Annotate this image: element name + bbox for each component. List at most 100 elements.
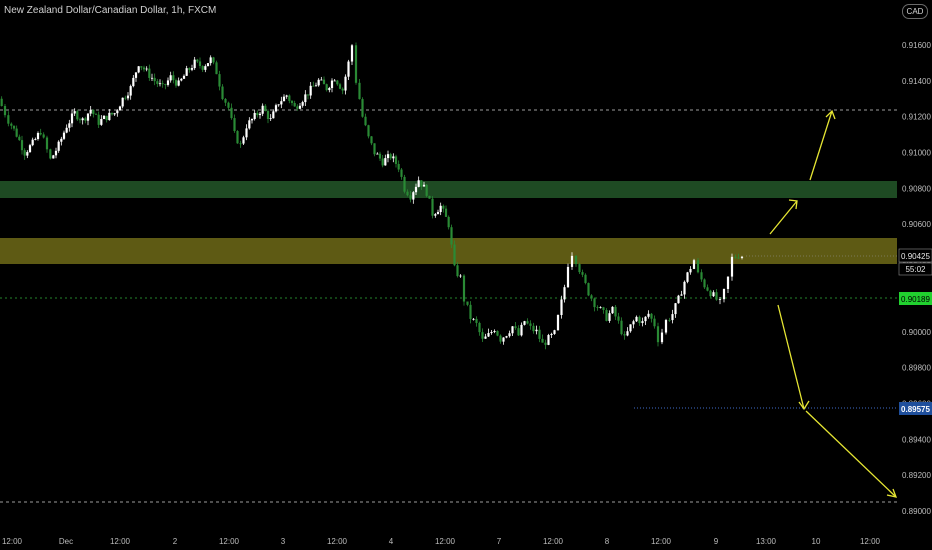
candle-body [236, 131, 239, 144]
candle-body [174, 80, 178, 86]
price-tick-label: 0.89000 [902, 507, 931, 516]
candle-body [650, 313, 653, 319]
candle-body [230, 107, 233, 119]
price-tick-label: 0.90800 [902, 184, 931, 193]
candle-body [535, 329, 538, 332]
candle-body [641, 321, 644, 324]
candle-body [132, 77, 135, 87]
candle-body [169, 75, 172, 81]
candle-body [42, 134, 45, 138]
currency-badge[interactable]: CAD [902, 4, 928, 19]
candle-body [221, 86, 224, 99]
candle-body [57, 141, 60, 151]
candle-body [145, 68, 148, 70]
countdown-badge: 55:02 [898, 262, 932, 276]
candle-body [706, 287, 709, 291]
candle-body [453, 244, 456, 266]
candle-body [529, 323, 532, 326]
candle-body [282, 96, 286, 102]
candle-body [547, 335, 550, 345]
candle-body [301, 102, 304, 106]
candle-body [584, 274, 587, 284]
candle-body [10, 123, 13, 126]
price-tick-label: 0.91000 [902, 149, 931, 158]
candle-body [350, 45, 354, 62]
candle-body [126, 95, 130, 99]
candle-body [563, 287, 566, 300]
resistance-zone [0, 181, 897, 198]
candle-body [490, 332, 493, 334]
candle-body [296, 106, 299, 109]
candle-body [425, 184, 428, 196]
candle-body [277, 104, 280, 106]
candle-body [677, 295, 680, 304]
candle-body [39, 133, 42, 135]
candle-body [190, 68, 194, 70]
candle-body [635, 316, 638, 322]
time-tick-label: Dec [59, 537, 73, 546]
last-price-badge: 0.90425 [898, 248, 932, 263]
candle-body [113, 113, 116, 115]
time-tick-label: 13:00 [756, 537, 777, 546]
candle-body [511, 326, 514, 334]
candle-body [623, 334, 626, 336]
candle-body [121, 97, 124, 107]
price-axis[interactable]: 0.91600 0.91400 0.91200 0.91000 0.90800 0.906… [902, 41, 931, 516]
candle-body [70, 113, 74, 124]
candle-body [253, 112, 256, 119]
candle-body [469, 304, 472, 319]
candle-body [526, 321, 529, 324]
time-tick-label: 12:00 [860, 537, 881, 546]
candle-body [668, 320, 671, 321]
candle-body [188, 68, 191, 70]
candle-body [312, 85, 315, 87]
candle-body [330, 80, 334, 89]
time-axis[interactable]: 12:00 Dec 12:00 2 12:00 3 12:00 4 12:00 7 12:00 8 12… [2, 537, 881, 546]
candle-body [434, 214, 437, 216]
candle-body [556, 315, 560, 331]
candle-body [614, 306, 617, 317]
candle-body [570, 255, 574, 267]
candle-body [378, 153, 382, 159]
time-tick-label: 12:00 [543, 537, 564, 546]
candle-body [462, 275, 466, 302]
candle-body [12, 125, 16, 129]
candle-body [108, 112, 111, 121]
candle-body [142, 67, 146, 70]
candle-body [31, 139, 34, 146]
candle-body [23, 150, 26, 156]
candle-body [712, 292, 715, 297]
blue-level-badge: 0.89575 [899, 402, 932, 415]
time-tick-label: 12:00 [2, 537, 23, 546]
candle-body [466, 301, 469, 305]
candle-body [209, 57, 212, 64]
candle-body [137, 66, 140, 73]
candle-body [212, 57, 215, 63]
price-tick-label: 0.90600 [902, 220, 931, 229]
candle-body [389, 154, 392, 159]
candle-body [638, 316, 641, 324]
candle-body [3, 106, 7, 116]
candle-body [185, 68, 188, 76]
price-tick-label: 0.91400 [902, 77, 931, 86]
candle-body [354, 45, 358, 83]
time-tick-label: 3 [281, 537, 286, 546]
candle-body [683, 281, 686, 295]
candle-body [502, 337, 505, 342]
bearish-projection-step-2 [805, 410, 897, 498]
candle-body [436, 211, 440, 215]
candle-body [439, 205, 442, 212]
time-tick-label: 12:00 [219, 537, 240, 546]
candle-body [49, 149, 52, 159]
candle-body [148, 68, 151, 78]
candle-body [92, 109, 95, 114]
candle-body [164, 84, 167, 85]
candle-body [431, 198, 434, 216]
candle-body [20, 140, 24, 151]
candle-body [86, 113, 90, 121]
candle-body [361, 99, 364, 117]
candle-body [52, 155, 55, 159]
candle-body [686, 272, 689, 282]
candle-body [97, 114, 100, 125]
